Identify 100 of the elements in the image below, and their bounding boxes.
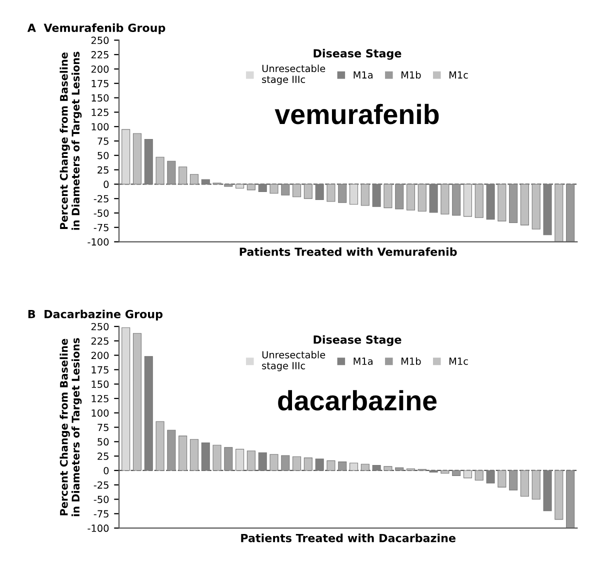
bar [122, 327, 130, 471]
bar [474, 184, 484, 218]
bar [178, 166, 188, 184]
bar [498, 470, 506, 488]
legend-label: M1c [450, 358, 468, 365]
legend-label: Unresectable stage IIIc [262, 64, 326, 85]
bar [258, 184, 267, 192]
bar [406, 184, 416, 210]
bar [167, 160, 176, 184]
bar [384, 184, 392, 208]
bar [178, 436, 188, 471]
y-tick-label: 125 [92, 394, 108, 402]
legend-label: M1b [402, 71, 421, 79]
y-tick-label: 100 [92, 123, 109, 130]
bar [270, 184, 278, 194]
y-tick-label: 225 [91, 337, 108, 345]
bar [520, 470, 529, 497]
y-axis-title: Percent Change from Baseline in Diameters of Target Lesions [60, 52, 82, 230]
y-tick-label: 175 [92, 366, 108, 374]
bar [463, 470, 472, 478]
bar [532, 184, 540, 230]
chart-title: B Dacarbazine Group [28, 310, 162, 320]
y-tick-label: 150 [92, 94, 109, 102]
y-tick-label: 75 [98, 138, 108, 145]
bar [236, 184, 244, 188]
bar [360, 184, 370, 206]
y-tick-label: 150 [92, 380, 109, 388]
bar [326, 460, 336, 471]
y-tick-label: -100 [88, 238, 109, 246]
bar [304, 184, 312, 199]
bar [144, 138, 153, 184]
bar [281, 455, 290, 471]
legend-title: Disease Stage [314, 48, 402, 60]
bar [520, 184, 529, 226]
annotation: vemurafenib [274, 104, 439, 124]
legend-label: M1b [402, 357, 421, 365]
bar [258, 452, 267, 471]
bar [338, 462, 347, 471]
legend-label: M1c [450, 71, 468, 79]
y-tick-label: 50 [98, 438, 109, 446]
bar [543, 470, 552, 512]
bar [463, 184, 472, 217]
y-tick-label: -25 [94, 481, 108, 489]
bar [384, 466, 392, 471]
bar [304, 458, 312, 471]
y-tick-label: 25 [98, 166, 108, 174]
bar [554, 184, 564, 242]
bar [270, 454, 278, 471]
bar [372, 184, 381, 207]
bar [292, 456, 302, 471]
y-tick-label: 25 [98, 452, 108, 460]
bar [212, 444, 222, 471]
bar [132, 333, 142, 471]
bar [418, 184, 426, 212]
legend-title: Disease Stage [314, 335, 402, 346]
bar [292, 184, 302, 198]
legend-label: M1a [354, 71, 372, 79]
bar [509, 184, 518, 224]
bar [486, 184, 495, 220]
bar [246, 184, 256, 190]
bar [281, 184, 290, 196]
bar [452, 470, 461, 476]
bar [156, 156, 164, 184]
legend-label: M1a [354, 358, 372, 365]
bar [201, 179, 210, 184]
bar [167, 430, 176, 471]
bar [201, 442, 210, 471]
bar [554, 470, 564, 520]
bar [224, 447, 233, 471]
y-tick-label: 100 [92, 409, 109, 417]
bar [315, 184, 324, 200]
bar [498, 184, 506, 222]
bar [532, 470, 540, 500]
bar [156, 421, 164, 471]
bar [132, 133, 142, 184]
x-axis-title: Patients Treated with Vemurafenib [240, 247, 457, 256]
bar [326, 184, 336, 202]
y-tick-label: 0 [104, 180, 109, 188]
bar [190, 174, 198, 184]
y-tick-label: -25 [94, 195, 108, 202]
bar [429, 184, 438, 213]
y-tick-label: -50 [94, 209, 109, 217]
bar [246, 450, 256, 471]
bar [350, 462, 358, 471]
bar [360, 464, 370, 471]
bar [440, 184, 450, 214]
bar [224, 184, 233, 187]
bar [338, 184, 347, 203]
bar [452, 184, 461, 216]
y-axis-title: Percent Change from Baseline in Diameters of Target Lesions [60, 338, 82, 516]
y-tick-label: 225 [91, 51, 108, 58]
legend-label: Unresectable stage IIIc [262, 350, 326, 372]
bar [395, 467, 404, 471]
bar [190, 439, 198, 471]
bar [509, 470, 518, 490]
bar [144, 356, 153, 471]
y-tick-label: -100 [88, 524, 109, 532]
y-tick-label: 250 [91, 322, 109, 330]
y-tick-label: 250 [91, 36, 109, 44]
bar [566, 184, 575, 242]
